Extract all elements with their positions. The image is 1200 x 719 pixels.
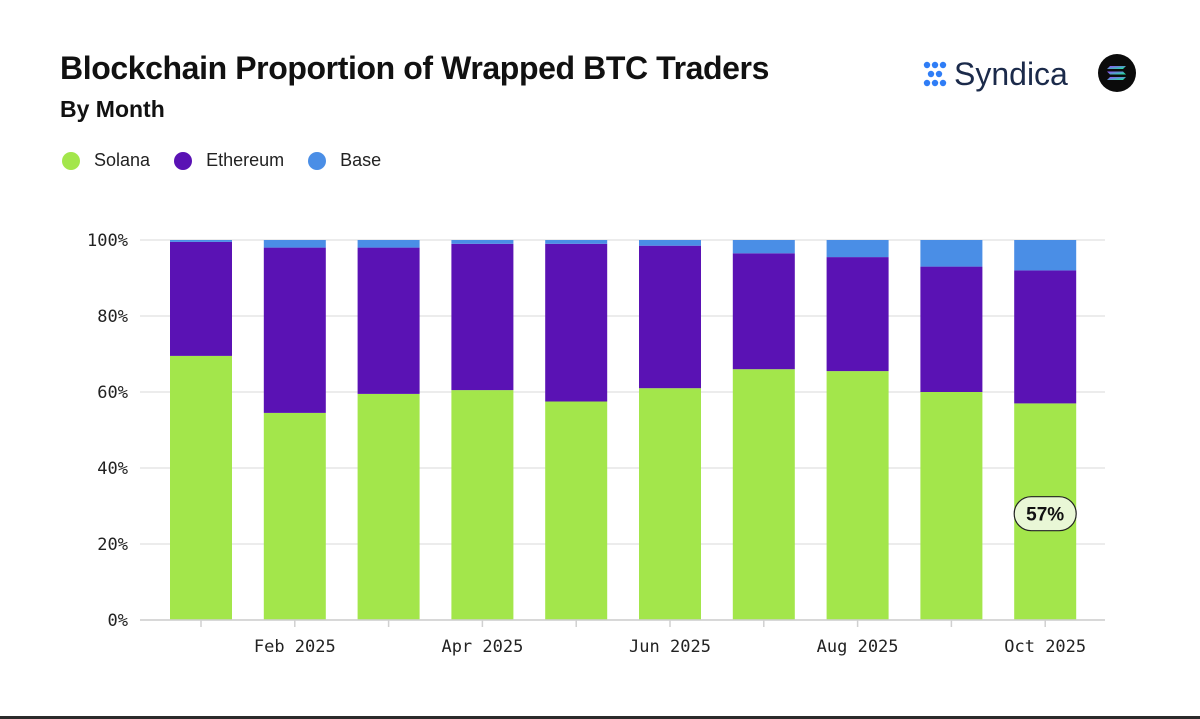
bar-solana [451,390,514,620]
bar-base [263,240,326,248]
bar-base [170,240,232,242]
y-tick-label: 40% [97,459,128,479]
chart-title: Blockchain Proportion of Wrapped BTC Tra… [60,50,770,86]
brand-logo: Syndica [922,54,1068,94]
bar-base [451,240,514,244]
bar-base [1014,240,1077,271]
legend-label-ethereum: Ethereum [206,150,285,170]
bar-base [357,240,420,248]
legend-swatch-base [308,151,327,170]
x-tick-label: Jun 2025 [629,637,711,657]
legend-label-solana: Solana [94,150,151,170]
legend-item-solana: Solana [62,150,150,171]
legend-item-base: Base [308,150,381,171]
legend-item-ethereum: Ethereum [174,150,284,171]
bar-solana [732,369,795,620]
x-tick-label: Apr 2025 [441,637,523,657]
bar-ethereum [1014,270,1077,404]
y-tick-label: 100% [87,231,128,251]
bar-ethereum [263,247,326,413]
bar-ethereum [451,243,514,391]
bar-solana [545,401,608,620]
y-tick-label: 80% [97,307,128,327]
annotation-label: 57% [1026,505,1064,526]
y-tick-label: 20% [97,535,128,555]
legend-swatch-ethereum [174,151,193,170]
bar-base [545,240,608,244]
bar-base [732,240,795,254]
y-tick-label: 60% [97,383,128,403]
y-tick-label: 0% [108,611,128,631]
syndica-logo-icon [923,61,947,87]
annotation-pill [1013,496,1077,532]
legend-swatch-solana [62,151,80,170]
bar-base [920,240,983,267]
chart-subtitle: By Month [60,96,165,122]
bar-solana [263,412,326,620]
solana-logo-icon [1098,54,1136,92]
bar-base [826,240,889,258]
bar-solana [826,371,889,620]
bar-solana [639,388,701,620]
bar-solana [920,392,983,620]
x-tick-label: Feb 2025 [254,637,336,657]
x-tick-label: Aug 2025 [817,637,899,657]
bar-ethereum [170,241,232,356]
legend: Solana Ethereum Base [62,150,405,171]
bar-base [639,240,701,246]
footer-divider [0,716,1200,719]
legend-label-base: Base [340,150,382,170]
bar-ethereum [920,266,983,392]
bar-ethereum [639,245,701,389]
brand-name: Syndica [954,55,1068,92]
bar-ethereum [826,257,889,372]
bar-ethereum [545,243,608,402]
bar-ethereum [357,247,420,394]
bar-solana [357,393,420,620]
bar-solana [170,355,232,620]
bar-ethereum [732,253,795,370]
x-tick-label: Oct 2025 [1004,637,1086,657]
